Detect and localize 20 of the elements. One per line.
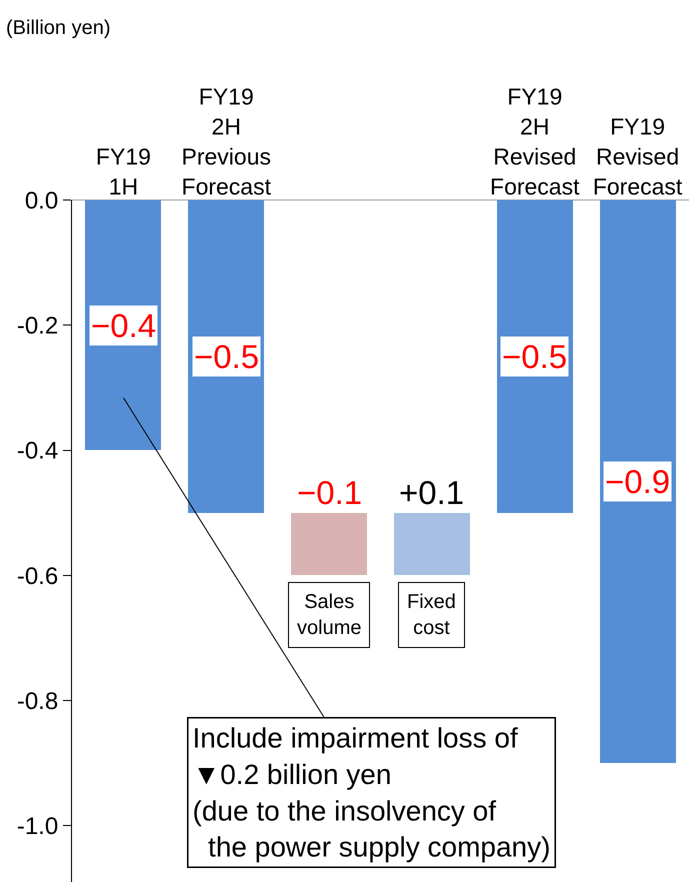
y-tick-label: 0.0: [24, 187, 58, 214]
y-axis-title: (Billion yen): [6, 17, 110, 39]
annotation: Include impairment loss of ▼0.2 billion yen (due to the insolvency of the power supply company): [192, 722, 550, 863]
data-label: −0.1: [297, 474, 362, 511]
data-label: −0.5: [194, 338, 260, 375]
data-label: −0.9: [605, 463, 670, 500]
y-tick-label: -0.4: [16, 438, 58, 465]
data-label: −0.5: [502, 338, 568, 375]
y-tick-label: -0.2: [16, 312, 58, 340]
x-tick-label: FY19 Revised Forecast: [592, 114, 683, 200]
data-label: +0.1: [399, 474, 464, 511]
data-label: −0.4: [91, 307, 156, 344]
x-tick-label: FY19 1H: [96, 144, 151, 200]
x-tick-label: FY19 2H Previous Forecast: [182, 84, 272, 200]
y-tick-label: -0.8: [16, 688, 58, 715]
x-tick-label: FY19 2H Revised Forecast: [490, 84, 580, 200]
y-tick-label: -1.0: [16, 813, 58, 840]
x-tick-label: Fixed cost: [407, 591, 456, 639]
y-tick-label: -0.6: [16, 562, 58, 590]
x-tick-label: Sales volume: [297, 591, 362, 639]
